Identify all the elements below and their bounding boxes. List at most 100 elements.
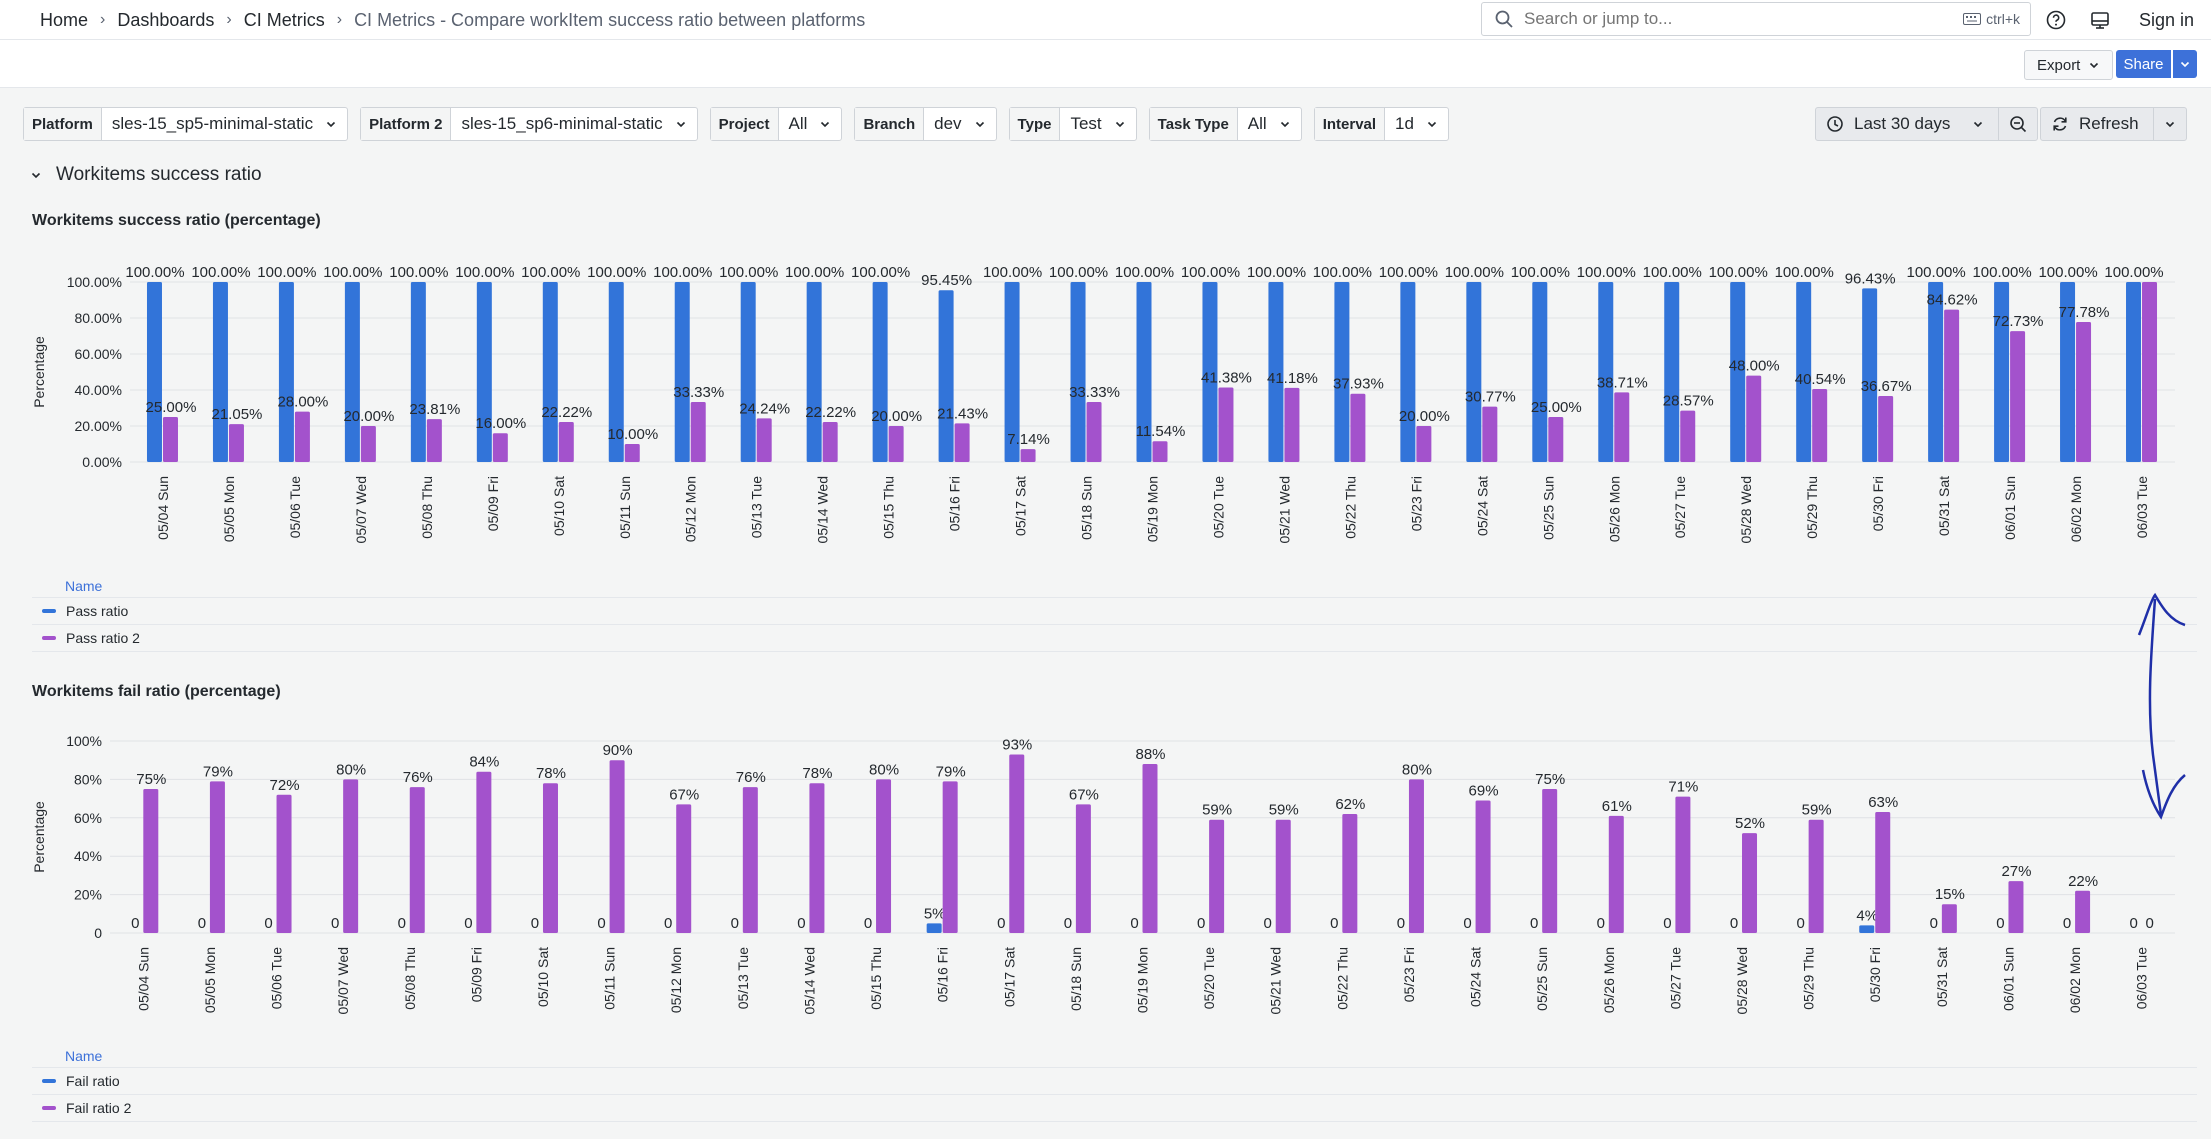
- breadcrumb-home[interactable]: Home: [40, 9, 89, 30]
- legend-item-pass-ratio[interactable]: Pass ratio: [32, 597, 2197, 624]
- bar[interactable]: [1944, 309, 1960, 462]
- bar[interactable]: [1746, 375, 1762, 462]
- zoom-out-button[interactable]: [1999, 108, 2037, 140]
- bar[interactable]: [212, 282, 228, 462]
- bar[interactable]: [1598, 282, 1614, 462]
- bar[interactable]: [228, 424, 244, 462]
- bar[interactable]: [822, 422, 838, 462]
- breadcrumb-dashboards[interactable]: Dashboards: [117, 9, 215, 30]
- bar[interactable]: [143, 789, 159, 933]
- bar[interactable]: [360, 426, 376, 462]
- bar[interactable]: [1875, 812, 1891, 933]
- bar[interactable]: [1742, 833, 1758, 933]
- bar[interactable]: [742, 787, 758, 933]
- bar[interactable]: [1209, 819, 1225, 933]
- legend-item-fail-ratio[interactable]: Fail ratio: [32, 1067, 2197, 1094]
- bar[interactable]: [344, 282, 360, 462]
- variable-project[interactable]: Project All: [709, 107, 843, 141]
- bar[interactable]: [1482, 406, 1498, 462]
- bar[interactable]: [1614, 392, 1630, 462]
- bar[interactable]: [1202, 282, 1218, 462]
- sign-in-link[interactable]: Sign in: [2139, 10, 2195, 30]
- variable-select[interactable]: sles-15_sp6-minimal-static: [451, 108, 696, 140]
- bar[interactable]: [674, 282, 690, 462]
- bar[interactable]: [1680, 410, 1696, 462]
- bar[interactable]: [1664, 282, 1680, 462]
- bar[interactable]: [1466, 282, 1482, 462]
- bar[interactable]: [476, 282, 492, 462]
- bar[interactable]: [609, 760, 625, 933]
- search-input[interactable]: [1522, 8, 1964, 30]
- bar[interactable]: [476, 771, 492, 933]
- bar[interactable]: [888, 426, 904, 462]
- bar[interactable]: [1862, 288, 1878, 462]
- bar[interactable]: [1812, 389, 1828, 462]
- variable-select[interactable]: dev: [924, 108, 995, 140]
- legend-header[interactable]: Name: [65, 578, 103, 594]
- bar[interactable]: [1334, 282, 1350, 462]
- bar[interactable]: [1608, 815, 1624, 933]
- bar[interactable]: [542, 783, 558, 933]
- bar[interactable]: [1730, 282, 1746, 462]
- bar[interactable]: [2075, 890, 2091, 933]
- bar[interactable]: [1400, 282, 1416, 462]
- bar[interactable]: [2060, 282, 2076, 462]
- bar[interactable]: [1675, 796, 1691, 933]
- bar[interactable]: [1020, 449, 1036, 462]
- bar[interactable]: [146, 282, 162, 462]
- bar[interactable]: [2076, 321, 2092, 462]
- bar[interactable]: [492, 433, 508, 462]
- variable-platform-2[interactable]: Platform 2 sles-15_sp6-minimal-static: [360, 107, 698, 141]
- bar[interactable]: [1152, 441, 1168, 462]
- bar[interactable]: [276, 794, 292, 933]
- bar[interactable]: [740, 282, 756, 462]
- bar[interactable]: [1004, 282, 1020, 462]
- bar[interactable]: [278, 282, 294, 462]
- bar[interactable]: [872, 282, 888, 462]
- help-icon[interactable]: [2045, 9, 2067, 31]
- bar[interactable]: [1136, 282, 1152, 462]
- bar[interactable]: [2126, 282, 2142, 462]
- bar[interactable]: [1808, 819, 1824, 933]
- legend-item-fail-ratio-2[interactable]: Fail ratio 2: [32, 1094, 2197, 1122]
- bar[interactable]: [876, 779, 892, 933]
- bar[interactable]: [1142, 764, 1158, 933]
- variable-select[interactable]: All: [1238, 108, 1301, 140]
- variable-select[interactable]: All: [779, 108, 842, 140]
- variable-type[interactable]: Type Test: [1008, 107, 1137, 141]
- row-header[interactable]: Workitems success ratio: [30, 164, 262, 186]
- bar[interactable]: [1475, 800, 1491, 933]
- bar[interactable]: [608, 282, 624, 462]
- share-dropdown-button[interactable]: [2173, 50, 2197, 78]
- export-button[interactable]: Export: [2024, 50, 2114, 80]
- refresh-interval-dropdown[interactable]: [2154, 108, 2186, 140]
- bar[interactable]: [938, 290, 954, 462]
- bar[interactable]: [1086, 402, 1102, 462]
- bar[interactable]: [162, 417, 178, 462]
- bar[interactable]: [426, 419, 442, 462]
- variable-select[interactable]: Test: [1060, 108, 1135, 140]
- bar[interactable]: [1218, 387, 1234, 462]
- bar[interactable]: [558, 422, 574, 462]
- bar[interactable]: [1009, 754, 1025, 933]
- search-box[interactable]: ctrl+k: [1481, 2, 2031, 36]
- variable-task-type[interactable]: Task Type All: [1148, 107, 1302, 141]
- bar[interactable]: [1070, 282, 1086, 462]
- bar[interactable]: [1075, 804, 1091, 933]
- variable-select[interactable]: sles-15_sp5-minimal-static: [102, 108, 347, 140]
- breadcrumb-folder[interactable]: CI Metrics: [243, 9, 325, 30]
- bar[interactable]: [1284, 387, 1300, 462]
- refresh-button[interactable]: Refresh: [2041, 108, 2154, 140]
- bar[interactable]: [1275, 819, 1291, 933]
- bar[interactable]: [1532, 282, 1548, 462]
- legend-item-pass-ratio-2[interactable]: Pass ratio 2: [32, 624, 2197, 652]
- bar[interactable]: [1928, 282, 1944, 462]
- bar[interactable]: [1878, 395, 1894, 462]
- bar[interactable]: [690, 402, 706, 462]
- bar[interactable]: [343, 779, 359, 933]
- bar[interactable]: [410, 282, 426, 462]
- bar[interactable]: [294, 411, 310, 462]
- bar[interactable]: [1542, 789, 1558, 933]
- bar[interactable]: [1342, 813, 1358, 933]
- kiosk-icon[interactable]: [2089, 9, 2111, 31]
